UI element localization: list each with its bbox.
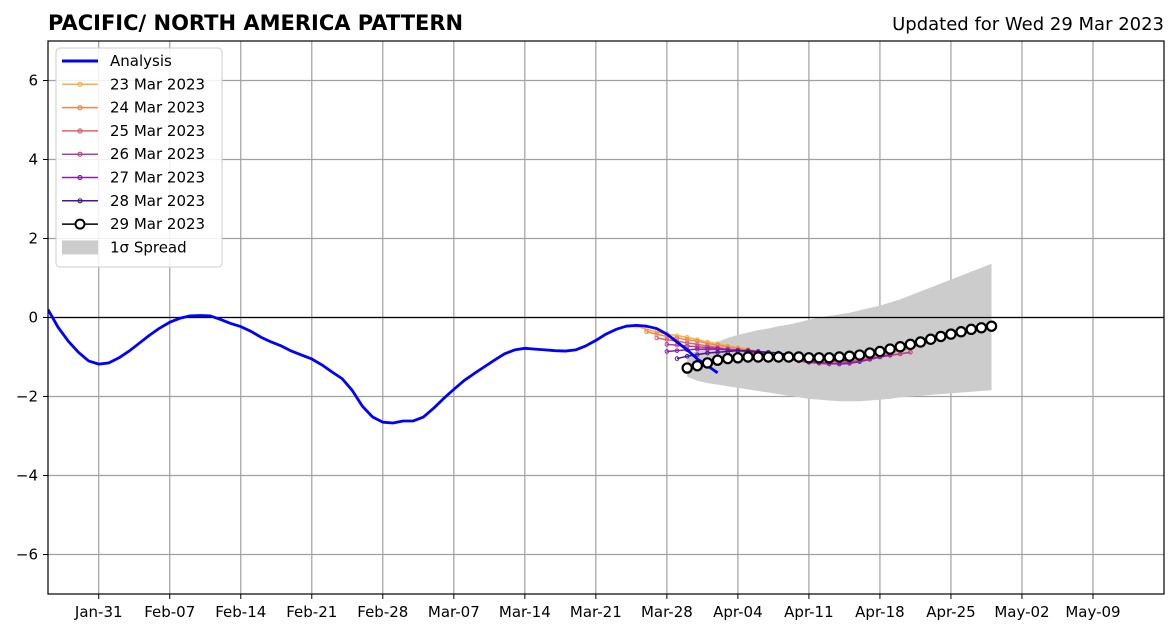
- x-tick-label: Apr-11: [784, 603, 834, 621]
- x-tick-label: Apr-04: [713, 603, 763, 621]
- legend-swatch-marker: [74, 218, 86, 230]
- latest-forecast-point: [894, 341, 906, 353]
- latest-forecast-point: [945, 328, 957, 340]
- legend-label: 29 Mar 2023: [110, 215, 205, 233]
- y-tick-label: −4: [16, 467, 38, 485]
- legend-label: 28 Mar 2023: [110, 192, 205, 210]
- latest-forecast-point: [924, 333, 937, 345]
- series-point: [705, 350, 710, 356]
- series-point: [664, 342, 670, 347]
- x-tick-label: Feb-21: [286, 603, 337, 621]
- legend-label: 24 Mar 2023: [110, 99, 205, 117]
- x-tick-label: Mar-21: [570, 603, 622, 621]
- chart-title: PACIFIC/ NORTH AMERICA PATTERN: [48, 11, 463, 35]
- latest-forecast-point: [701, 357, 714, 369]
- legend-swatch-marker: [77, 198, 83, 204]
- latest-forecast-point: [732, 352, 744, 364]
- x-tick-label: May-02: [994, 603, 1049, 621]
- legend-label: 25 Mar 2023: [110, 122, 205, 140]
- latest-forecast-point: [985, 320, 998, 332]
- x-tick-label: Feb-07: [144, 603, 195, 621]
- series-point: [664, 349, 670, 354]
- legend-swatch-marker: [77, 151, 83, 157]
- latest-forecast-point: [935, 330, 947, 343]
- series-point: [664, 337, 670, 342]
- latest-forecast-point: [793, 351, 805, 363]
- latest-forecast-point: [752, 351, 764, 363]
- y-tick-label: 6: [28, 72, 38, 90]
- legend-label: 1σ Spread: [110, 238, 187, 256]
- series-point: [695, 352, 700, 357]
- latest-forecast-point: [782, 351, 795, 363]
- y-tick-label: 0: [28, 309, 38, 327]
- latest-forecast-point: [772, 351, 785, 363]
- legend-label: 27 Mar 2023: [110, 169, 205, 187]
- series-point: [908, 349, 913, 355]
- legend-swatch-marker: [77, 81, 83, 87]
- latest-forecast-point: [762, 351, 775, 363]
- legend-swatch-marker: [77, 128, 83, 134]
- legend-label: 26 Mar 2023: [110, 145, 205, 163]
- latest-forecast-point: [884, 343, 896, 355]
- latest-forecast-point: [864, 347, 876, 359]
- latest-forecast-point: [914, 336, 927, 348]
- latest-forecast-point: [833, 351, 846, 363]
- latest-forecast-point: [965, 323, 977, 336]
- updated-label: Updated for Wed 29 Mar 2023: [892, 14, 1164, 35]
- latest-forecast-point: [722, 352, 734, 365]
- latest-forecast-point: [711, 354, 724, 366]
- x-tick-label: Apr-18: [855, 603, 905, 621]
- latest-forecast-point: [681, 362, 693, 374]
- latest-forecast-point: [691, 359, 704, 372]
- latest-forecast-point: [904, 338, 917, 351]
- legend-label: Analysis: [110, 52, 172, 70]
- latest-forecast-point: [813, 352, 825, 364]
- x-tick-label: Mar-28: [641, 603, 693, 621]
- latest-forecast-point: [843, 350, 856, 362]
- legend-swatch-spread: [62, 240, 98, 255]
- legend-swatch-marker: [77, 174, 83, 181]
- y-tick-label: 4: [28, 151, 38, 169]
- x-tick-label: Jan-31: [74, 603, 123, 621]
- legend-box: [55, 47, 223, 268]
- x-tick-label: Feb-28: [357, 603, 408, 621]
- series-point: [644, 329, 649, 335]
- legend-label: 23 Mar 2023: [110, 75, 205, 93]
- legend-swatch-marker: [77, 104, 83, 111]
- y-tick-label: 2: [28, 230, 38, 248]
- latest-forecast-point: [823, 352, 835, 364]
- latest-forecast-point: [803, 352, 815, 364]
- latest-forecast-point: [874, 345, 886, 358]
- latest-forecast-point: [853, 349, 866, 361]
- y-tick-label: −2: [16, 388, 38, 406]
- series-point: [684, 353, 690, 359]
- series-point: [654, 335, 660, 341]
- x-tick-label: Mar-14: [499, 603, 551, 621]
- x-tick-label: Mar-07: [428, 603, 480, 621]
- spread-band: [687, 263, 992, 402]
- latest-forecast-point: [955, 326, 967, 338]
- legend: Analysis 23 Mar 2023 24 Mar 2023 25 Mar 202…: [55, 47, 223, 268]
- series-point: [695, 346, 700, 352]
- series-point: [715, 349, 720, 355]
- series-point: [674, 348, 680, 353]
- y-tick-label: −6: [16, 546, 38, 564]
- x-tick-label: Feb-14: [215, 603, 266, 621]
- latest-forecast-point: [742, 351, 754, 363]
- latest-forecast-point: [975, 322, 988, 334]
- plot-area: Jan-31 Feb-07 Feb-14 Feb-21 Feb-28 Mar-07 Mar-…: [16, 40, 1165, 621]
- analysis-line: [48, 308, 719, 425]
- x-tick-label: Apr-25: [926, 603, 976, 621]
- series-point: [674, 356, 680, 361]
- x-tick-label: May-09: [1065, 603, 1120, 621]
